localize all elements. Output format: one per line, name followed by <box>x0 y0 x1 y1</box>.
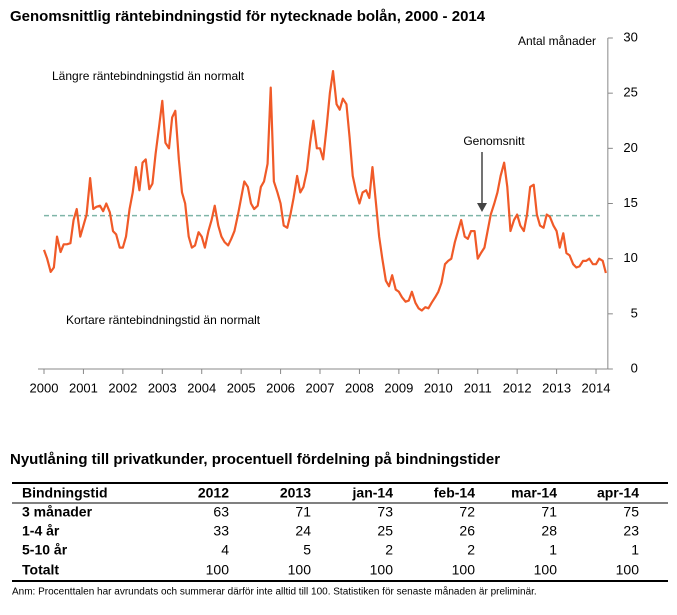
table-header: mar-14 <box>511 485 557 501</box>
chart-title: Genomsnittlig räntebindningstid för nyte… <box>10 8 486 25</box>
table-cell: 100 <box>206 562 230 578</box>
table-cell: 75 <box>623 504 639 520</box>
table-cell: 26 <box>459 523 475 539</box>
x-tick-label: 2010 <box>424 380 453 395</box>
x-tick-label: 2007 <box>306 380 335 395</box>
x-tick-label: 2000 <box>30 380 59 395</box>
arrow-head <box>477 203 487 212</box>
data-line <box>42 70 607 312</box>
y-tick-label: 5 <box>631 305 638 320</box>
table-header: 2012 <box>198 485 229 501</box>
table-cell: 100 <box>534 562 558 578</box>
y-tick-label: 30 <box>623 29 637 44</box>
table-cell: 2 <box>467 542 475 558</box>
table-note: Anm: Procenttalen har avrundats och summ… <box>12 586 537 598</box>
y-tick-label: 20 <box>623 140 637 155</box>
table-cell: 23 <box>623 523 639 539</box>
x-tick-label: 2002 <box>108 380 137 395</box>
table-cell: 24 <box>295 523 311 539</box>
table-cell: 100 <box>452 562 476 578</box>
y-tick-label: 25 <box>623 85 637 100</box>
table-cell: 63 <box>213 504 229 520</box>
table-header: jan-14 <box>352 485 394 501</box>
y-axis-label: Antal månader <box>518 34 596 48</box>
x-tick-label: 2009 <box>384 380 413 395</box>
table-cell: 100 <box>370 562 394 578</box>
table-title: Nyutlåning till privatkunder, procentuel… <box>10 451 500 468</box>
table-header: Bindningstid <box>22 485 108 501</box>
annotation: Kortare räntebindningstid än normalt <box>66 313 261 327</box>
x-tick-label: 2014 <box>582 380 611 395</box>
annotation: Längre räntebindningstid än normalt <box>52 69 245 83</box>
x-tick-label: 2003 <box>148 380 177 395</box>
x-tick-label: 2004 <box>187 380 216 395</box>
table-cell: 25 <box>377 523 393 539</box>
y-tick-label: 0 <box>631 360 638 375</box>
table-cell: 33 <box>213 523 229 539</box>
table-cell: 4 <box>221 542 229 558</box>
table-cell: 100 <box>616 562 640 578</box>
table-cell: 28 <box>541 523 557 539</box>
x-tick-label: 2008 <box>345 380 374 395</box>
x-tick-label: 2005 <box>227 380 256 395</box>
x-tick-label: 2013 <box>542 380 571 395</box>
table-cell: 72 <box>459 504 475 520</box>
row-label: 5-10 år <box>22 542 68 558</box>
row-label: Totalt <box>22 562 59 578</box>
table-cell: 73 <box>377 504 393 520</box>
table-cell: 1 <box>631 542 639 558</box>
y-tick-label: 10 <box>623 250 637 265</box>
x-tick-label: 2012 <box>503 380 532 395</box>
row-label: 3 månader <box>22 504 93 520</box>
table-header: 2013 <box>280 485 311 501</box>
table-cell: 100 <box>288 562 312 578</box>
table-cell: 71 <box>295 504 311 520</box>
x-tick-label: 2011 <box>464 380 492 395</box>
table-header: apr-14 <box>597 485 639 501</box>
x-tick-label: 2006 <box>266 380 295 395</box>
mean-label: Genomsnitt <box>463 134 525 148</box>
y-tick-label: 15 <box>623 195 637 210</box>
table-header: feb-14 <box>434 485 475 501</box>
table-cell: 2 <box>385 542 393 558</box>
table-cell: 5 <box>303 542 311 558</box>
row-label: 1-4 år <box>22 523 60 539</box>
table-cell: 1 <box>549 542 557 558</box>
x-tick-label: 2001 <box>69 380 98 395</box>
table-cell: 71 <box>541 504 557 520</box>
